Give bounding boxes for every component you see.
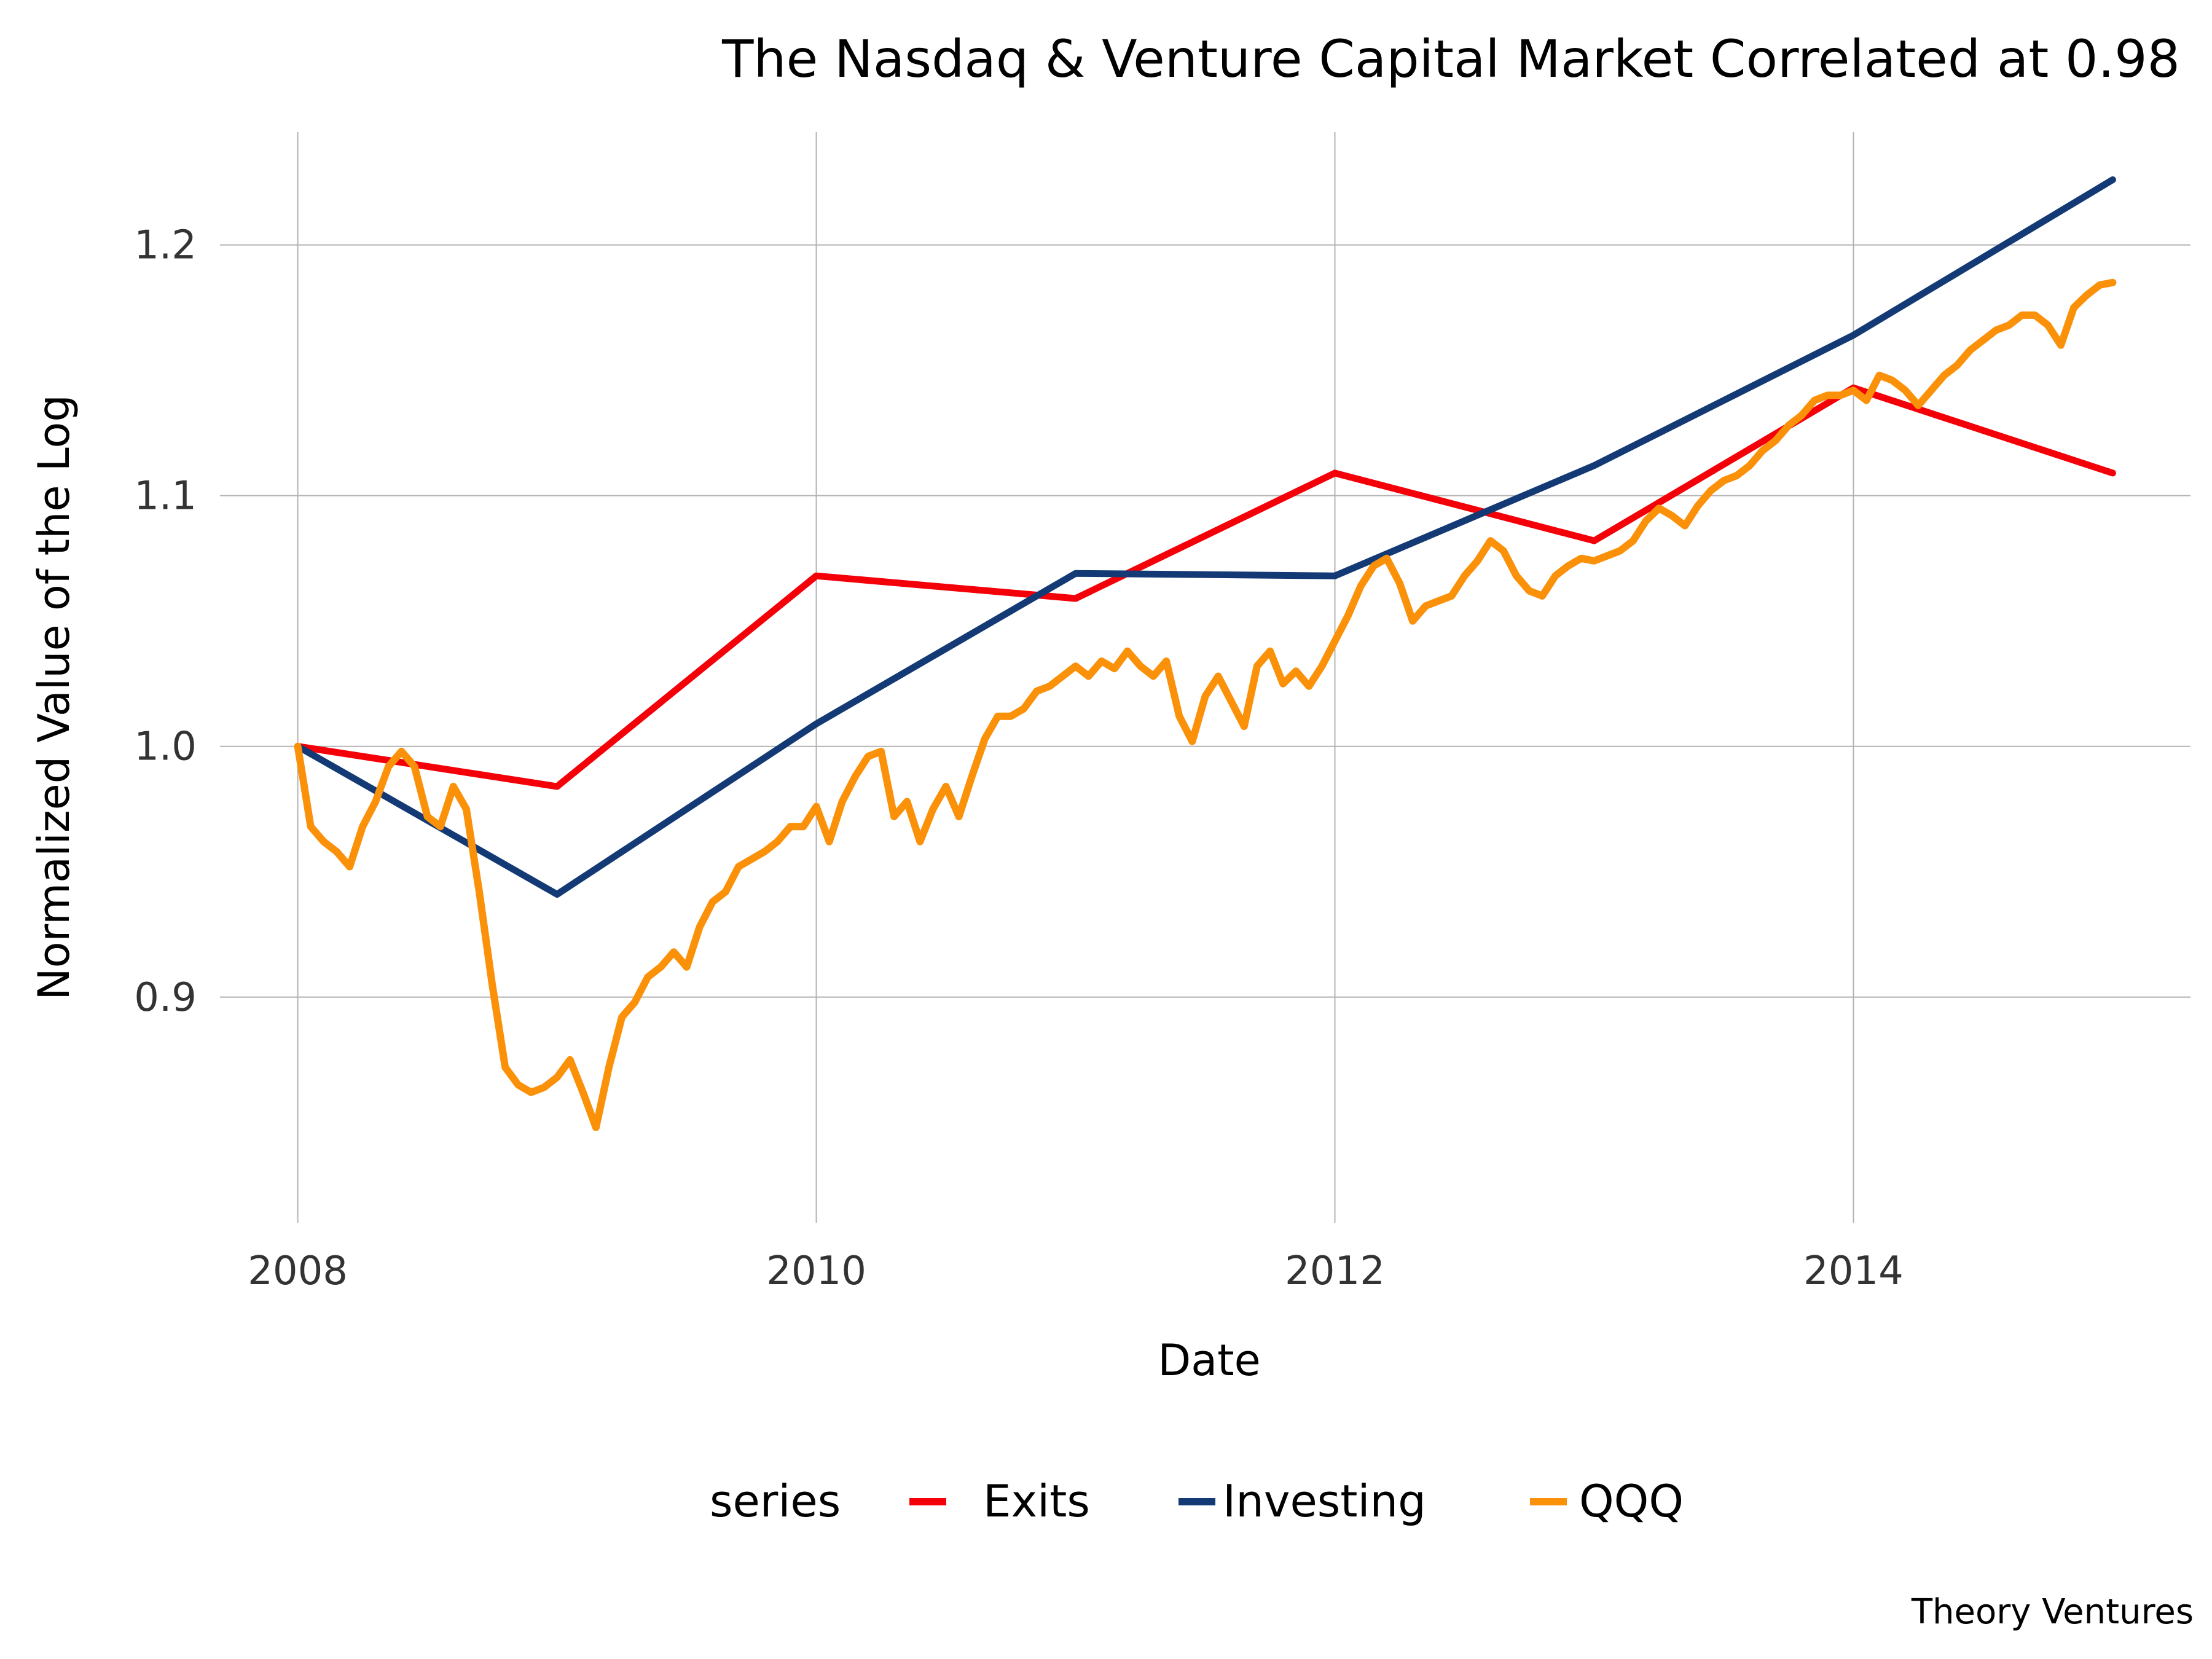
legend: series Exits Investing QQQ bbox=[710, 1475, 1684, 1527]
legend-title: series bbox=[710, 1475, 841, 1527]
x-tick-label: 2012 bbox=[1285, 1249, 1385, 1294]
x-axis-title: Date bbox=[1158, 1335, 1260, 1386]
y-tick-label: 1.0 bbox=[134, 724, 197, 770]
y-tick-label: 1.1 bbox=[134, 474, 197, 519]
x-tick-label: 2010 bbox=[766, 1249, 866, 1294]
chart-caption: Theory Ventures bbox=[1911, 1592, 2194, 1632]
series-line-qqq bbox=[294, 278, 2117, 1131]
tick-labels: 2008 2010 2012 2014 0.9 1.0 1.1 1.2 bbox=[134, 223, 1904, 1294]
series-lines bbox=[294, 176, 2117, 1131]
chart-title: The Nasdaq & Venture Capital Market Corr… bbox=[721, 29, 2180, 89]
legend-label-qqq: QQQ bbox=[1579, 1475, 1684, 1527]
y-tick-label: 1.2 bbox=[134, 223, 197, 269]
legend-label-exits: Exits bbox=[983, 1475, 1090, 1527]
series-line-investing bbox=[294, 176, 2116, 898]
gridlines bbox=[220, 132, 2190, 1223]
legend-label-investing: Investing bbox=[1223, 1475, 1426, 1527]
series-line-exits bbox=[294, 384, 2116, 790]
x-tick-label: 2014 bbox=[1803, 1249, 1904, 1294]
x-tick-label: 2008 bbox=[248, 1249, 348, 1294]
y-axis-title: Normalized Value of the Log bbox=[29, 394, 79, 1000]
y-tick-label: 0.9 bbox=[134, 975, 197, 1021]
